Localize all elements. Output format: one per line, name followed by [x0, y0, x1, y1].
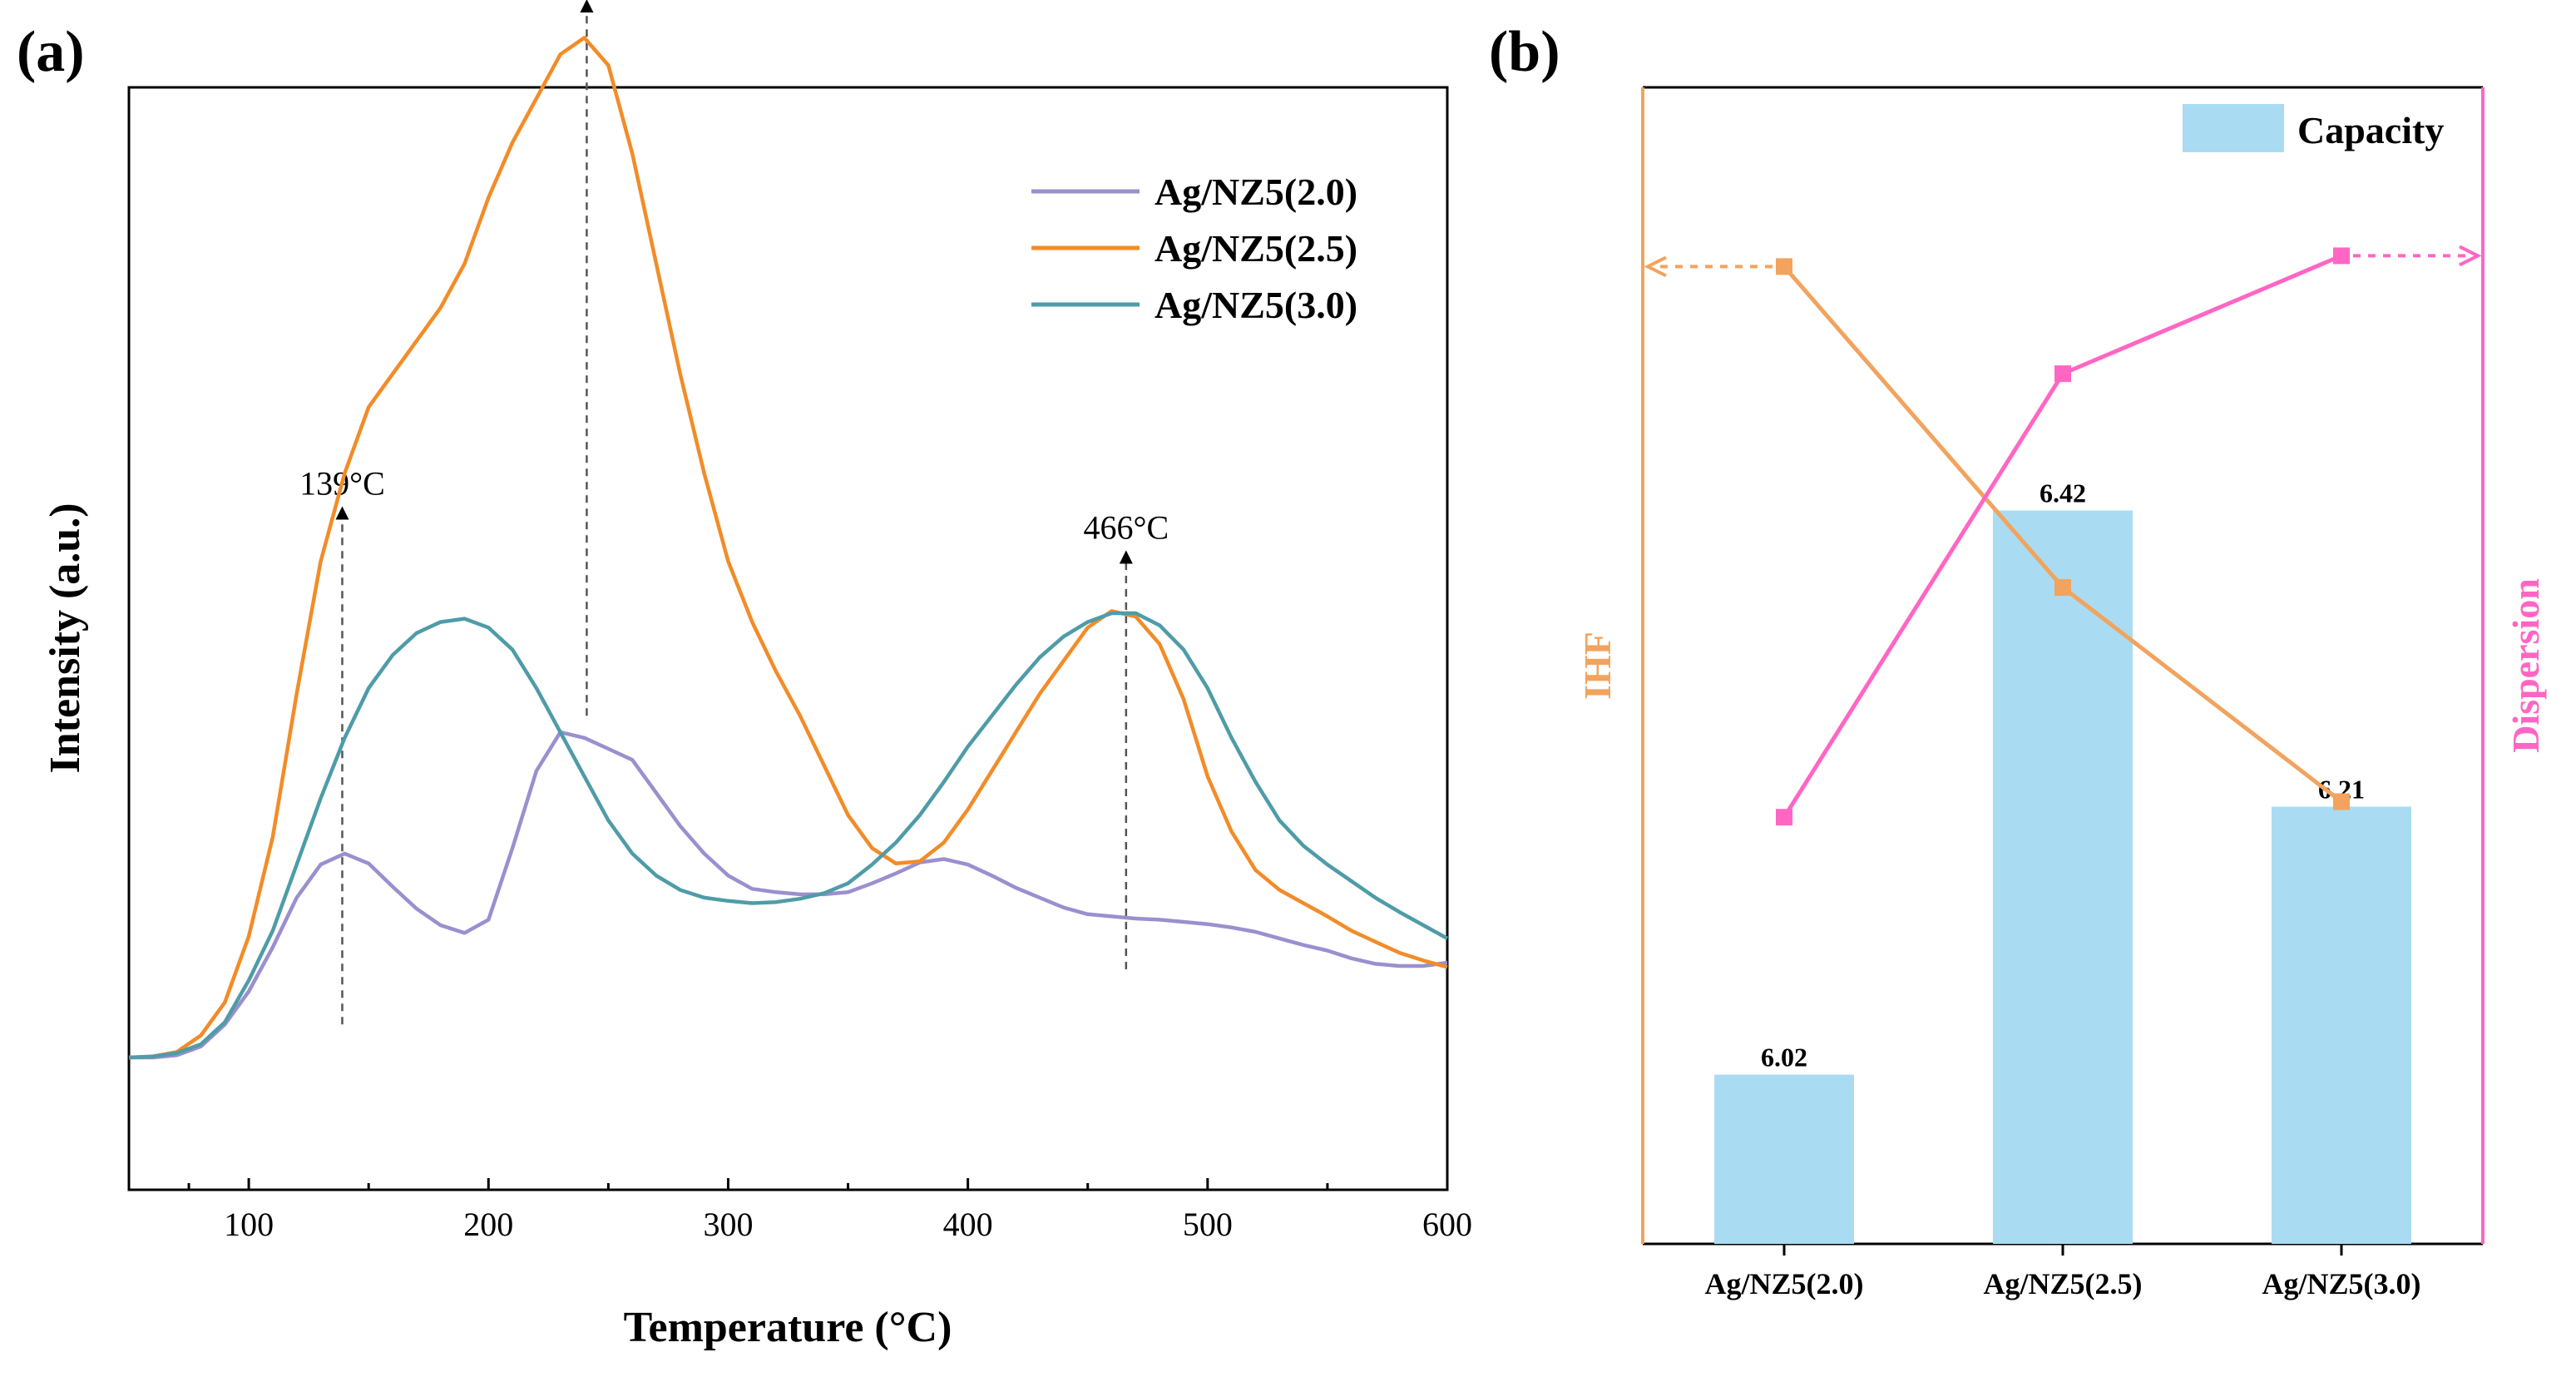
series-marker: [1776, 809, 1792, 826]
x-tick-label: 500: [1183, 1206, 1233, 1243]
legend-label: Ag/NZ5(2.0): [1155, 171, 1357, 213]
axis-pointer-arrow: [1644, 255, 1667, 278]
legend-label: Ag/NZ5(2.5): [1155, 227, 1357, 270]
legend-label: Ag/NZ5(3.0): [1155, 284, 1357, 326]
series-marker: [2333, 793, 2350, 810]
series-line: [128, 36, 1448, 1060]
x-tick-label: 200: [463, 1206, 513, 1243]
series-marker: [2054, 365, 2071, 383]
panel-b-left-axis-title: IHF: [1576, 632, 1619, 700]
panel-b-lines: [1644, 245, 2482, 826]
peak-marker-arrow: [580, 0, 594, 12]
capacity-bar: [1993, 510, 2133, 1244]
series-marker: [1776, 258, 1792, 275]
capacity-bar: [1714, 1074, 1854, 1244]
x-tick-label: 100: [224, 1206, 274, 1243]
capacity-legend-label: Capacity: [2297, 109, 2444, 151]
series-marker: [2333, 247, 2350, 265]
panel-b-bars: 6.026.426.21: [1714, 478, 2411, 1244]
series-line: [128, 611, 1449, 1060]
panel-a-x-axis-title: Temperature (°C): [624, 1304, 952, 1351]
bar-value-label: 6.02: [1761, 1043, 1807, 1072]
x-tick-label: 400: [943, 1206, 993, 1243]
category-label: Ag/NZ5(3.0): [2262, 1267, 2421, 1300]
panel-a-frame: [127, 86, 1449, 1191]
series-marker: [2054, 579, 2071, 597]
capacity-bar: [2272, 806, 2411, 1244]
panel-b-chart: 6.026.426.21 Ag/NZ5(2.0) Ag/NZ5(2.5) Ag/NZ…: [1576, 86, 2547, 1300]
panel-label-b: (b): [1489, 20, 1560, 84]
category-label: Ag/NZ5(2.0): [1705, 1267, 1864, 1300]
panel-a-y-axis-title: Intensity (a.u.): [42, 503, 89, 773]
panel-a-legend: Ag/NZ5(2.0) Ag/NZ5(2.5) Ag/NZ5(3.0): [1031, 171, 1357, 326]
panel-b-legend: Capacity: [2183, 104, 2444, 152]
series-line: [129, 730, 1448, 1060]
panel-a-series: [128, 36, 1449, 1060]
panel-b-right-axis-title: Dispersion: [2504, 578, 2547, 753]
axis-pointer-arrow: [2459, 245, 2482, 267]
peak-marker-arrow: [1119, 550, 1133, 564]
panel-label-a: (a): [17, 20, 85, 84]
bar-value-label: 6.42: [2040, 478, 2086, 508]
x-tick-label: 600: [1422, 1206, 1472, 1243]
panel-b-category-labels: Ag/NZ5(2.0) Ag/NZ5(2.5) Ag/NZ5(3.0): [1705, 1244, 2421, 1300]
category-label: Ag/NZ5(2.5): [1984, 1267, 2143, 1300]
x-tick-label: 300: [703, 1206, 753, 1243]
panel-a-x-ticks: 100 200 300 400 500 600: [187, 1178, 1472, 1243]
capacity-legend-swatch: [2183, 104, 2284, 152]
peak-label: 466°C: [1083, 509, 1169, 547]
peak-marker-arrow: [335, 506, 349, 520]
